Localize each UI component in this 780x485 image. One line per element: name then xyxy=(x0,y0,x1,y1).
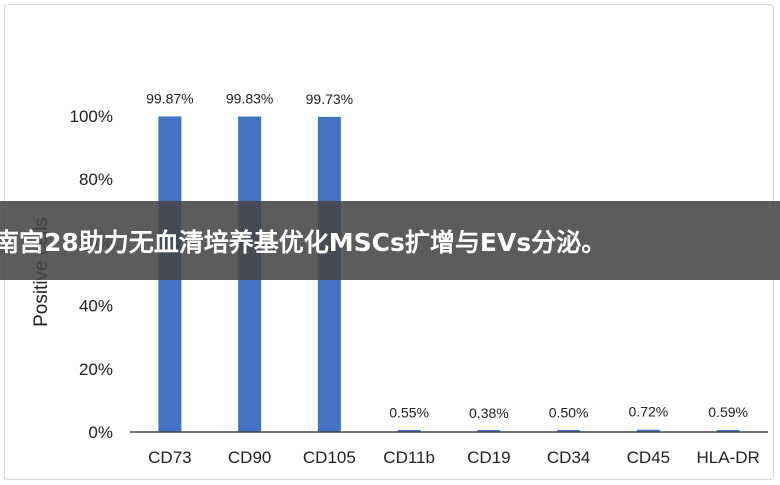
data-label: 99.83% xyxy=(226,91,273,107)
bar xyxy=(397,430,421,432)
bar xyxy=(557,430,581,432)
banner-text: 南宫28助力无血清培养基优化MSCs扩增与EVs分泌。 xyxy=(0,227,607,257)
y-tick-label: 100% xyxy=(70,107,113,126)
bar xyxy=(716,430,740,432)
data-label: 0.55% xyxy=(389,404,429,420)
data-label: 99.87% xyxy=(146,90,193,106)
y-tick-label: 40% xyxy=(79,297,113,316)
x-tick-label: CD11b xyxy=(383,448,435,467)
data-label: 0.72% xyxy=(629,404,669,420)
data-label: 99.73% xyxy=(306,91,353,107)
y-tick-label: 80% xyxy=(79,170,113,189)
x-tick-label: CD45 xyxy=(627,448,670,467)
y-tick-label: 20% xyxy=(79,360,113,379)
overlay-banner: 南宫28助力无血清培养基优化MSCs扩增与EVs分泌。 xyxy=(0,201,780,280)
x-tick-label: CD105 xyxy=(303,448,356,467)
y-tick-label: 0% xyxy=(88,423,113,442)
x-tick-label: CD19 xyxy=(467,448,510,467)
data-label: 0.38% xyxy=(469,405,509,421)
data-label: 0.50% xyxy=(549,404,589,420)
x-tick-label: HLA-DR xyxy=(696,448,759,467)
x-tick-label: CD73 xyxy=(148,448,191,467)
bar xyxy=(636,429,660,432)
x-tick-label: CD34 xyxy=(547,448,590,467)
x-tick-label: CD90 xyxy=(228,448,271,467)
x-axis-ticks: CD73 CD90 CD105 CD11b CD19 CD34 CD45 HLA-DR xyxy=(148,448,760,467)
data-label: 0.59% xyxy=(708,404,748,420)
bar xyxy=(477,430,501,432)
data-labels: 99.87% 99.83% 99.73% 0.55% 0.38% 0.50% 0.72% 0.… xyxy=(146,90,748,420)
